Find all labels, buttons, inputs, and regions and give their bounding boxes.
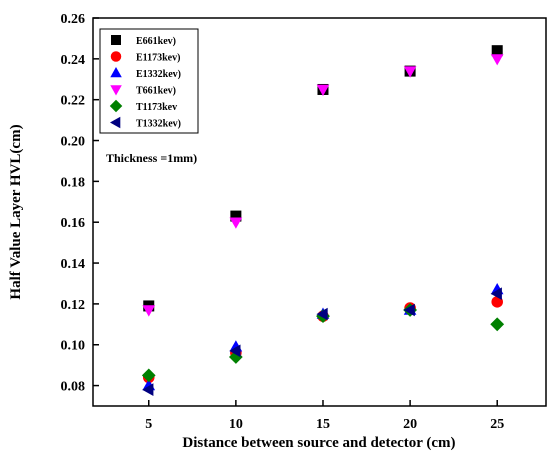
- y-axis-title: Half Value Layer HVL(cm): [8, 124, 24, 299]
- y-tick-label: 0.24: [61, 53, 86, 68]
- legend-label: E1173kev): [136, 53, 180, 64]
- legend-label: E1332kev): [136, 69, 181, 80]
- y-tick-label: 0.14: [61, 257, 86, 272]
- data-point: [403, 303, 415, 317]
- data-point: [316, 84, 330, 97]
- plot-frame: [92, 17, 547, 407]
- x-tick-label: 5: [145, 417, 152, 432]
- legend-marker: [110, 67, 122, 78]
- data-point: [230, 210, 242, 222]
- legend-marker: [109, 99, 123, 113]
- y-tick-label: 0.20: [61, 135, 86, 150]
- legend-marker: [111, 35, 121, 45]
- legend-box: [99, 28, 199, 134]
- legend-label: T1173kev: [136, 102, 177, 113]
- series-t1332kev: [142, 287, 502, 396]
- y-axis: 0.08 0.10 0.12 0.14 0.16 0.18 0.20 0.22 0.24 0.26: [61, 12, 99, 395]
- data-points: [141, 45, 505, 396]
- legend: E661kev) E1173kev) E1332kev) T661kev) T1173k…: [99, 28, 199, 134]
- data-point: [229, 344, 241, 358]
- x-tick-label: 20: [403, 417, 417, 432]
- data-point: [141, 368, 156, 383]
- legend-marker: [110, 85, 122, 96]
- y-tick-label: 0.08: [61, 380, 86, 395]
- y-tick-label: 0.26: [61, 12, 86, 27]
- data-point: [316, 307, 328, 321]
- x-tick-label: 10: [229, 417, 243, 432]
- legend-label: T1332kev): [136, 119, 181, 130]
- x-axis-title: Distance between source and detector (cm…: [182, 435, 455, 451]
- data-point: [142, 305, 156, 317]
- legend-marker: [110, 116, 121, 129]
- legend-label: E661kev): [136, 36, 176, 47]
- y-tick-label: 0.16: [61, 216, 86, 231]
- y-tick-label: 0.10: [61, 339, 86, 354]
- thickness-annotation: Thickness =1mm): [106, 151, 197, 165]
- data-point: [229, 217, 243, 229]
- data-point: [403, 66, 417, 78]
- y-tick-label: 0.22: [61, 94, 86, 109]
- data-point: [490, 54, 504, 66]
- x-axis: 5 10 15 20 25: [145, 400, 504, 432]
- x-tick-label: 15: [316, 417, 330, 432]
- data-point: [142, 383, 154, 396]
- data-point: [490, 317, 505, 332]
- legend-label: T661kev): [136, 86, 176, 97]
- data-point: [491, 45, 503, 57]
- y-tick-label: 0.12: [61, 298, 86, 313]
- x-tick-label: 25: [490, 417, 504, 432]
- data-point: [490, 287, 502, 300]
- series-t661kev: [142, 54, 504, 317]
- legend-marker: [110, 51, 122, 62]
- series-e1332kev: [142, 283, 504, 391]
- y-tick-label: 0.18: [61, 175, 86, 190]
